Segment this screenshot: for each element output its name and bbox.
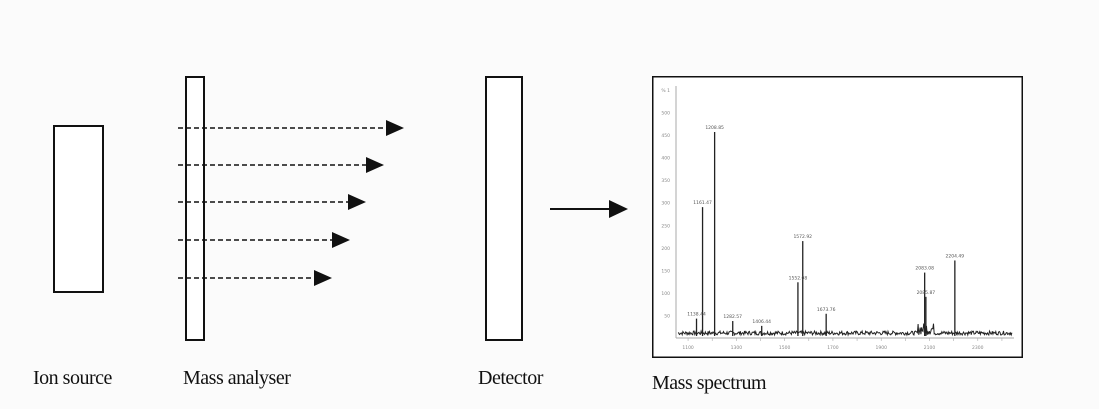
- mass-spectrum-label: Mass spectrum: [652, 372, 767, 394]
- spectrum-y-tick-label: 200: [661, 246, 670, 252]
- spectrum-y-tick-label: % 1: [661, 88, 670, 94]
- mass-spectrum-plot: 50 100 150 200 250 300 350 400 450 500 % 1 1100 130…: [652, 76, 1023, 358]
- detector-label: Detector: [478, 367, 543, 389]
- spectrum-x-tick-label: 2100: [924, 345, 936, 351]
- spectrum-peak-label: 1208.85: [705, 125, 724, 131]
- spectrum-x-tick-label: 1900: [875, 345, 887, 351]
- spectrum-peak-label: 2204.49: [946, 253, 965, 259]
- mass-analyser-box: [185, 76, 205, 341]
- spectrum-x-tick-label: 1100: [682, 345, 694, 351]
- spectrum-peak-label: 1572.92: [793, 234, 812, 240]
- spectrum-peak-label: 1673.76: [817, 307, 836, 313]
- spectrum-peak-label: 1282.57: [723, 314, 742, 320]
- spectrum-y-tick-label: 500: [661, 111, 670, 117]
- spectrum-peak-label: 1138.44: [687, 312, 706, 318]
- ion-beam-arrow-5: [178, 270, 332, 286]
- ion-source-label: Ion source: [33, 367, 112, 389]
- spectrum-peak-label: 2085.87: [917, 290, 936, 296]
- spectrum-y-tick-label: 350: [661, 178, 670, 184]
- spectrum-peak-label: 1161.47: [693, 200, 712, 206]
- spectrum-baseline-noise: [677, 323, 1013, 337]
- detector-box: [485, 76, 523, 341]
- mass-analyser-label: Mass analyser: [183, 367, 291, 389]
- spectrum-y-tick-label: 50: [664, 313, 670, 319]
- spectrum-x-tick-label: 2300: [972, 345, 984, 351]
- spectrum-y-tick-label: 100: [661, 291, 670, 297]
- spectrum-peak-label: 1552.08: [789, 275, 808, 281]
- spectrum-x-tick-label: 1700: [827, 345, 839, 351]
- ion-beam-arrow-1: [178, 120, 404, 136]
- spectrum-peak-label: 1406.44: [752, 319, 771, 325]
- spectrum-y-tick-label: 400: [661, 156, 670, 162]
- ion-beam-arrow-3: [178, 194, 366, 210]
- spectrum-y-tick-label: 150: [661, 268, 670, 274]
- spectrum-x-tick-label: 1300: [731, 345, 743, 351]
- ion-beam-arrow-4: [178, 232, 350, 248]
- spectrum-y-tick-label: 250: [661, 223, 670, 229]
- ion-source-box: [53, 125, 104, 293]
- detector-output-arrow: [550, 200, 628, 218]
- spectrum-y-tick-label: 300: [661, 201, 670, 207]
- spectrum-x-tick-label: 1500: [779, 345, 791, 351]
- spectrum-y-tick-label: 450: [661, 133, 670, 139]
- ion-beam-arrow-2: [178, 157, 384, 173]
- spectrum-peak-label: 2083.08: [915, 266, 934, 272]
- spectrum-frame: [652, 76, 1023, 358]
